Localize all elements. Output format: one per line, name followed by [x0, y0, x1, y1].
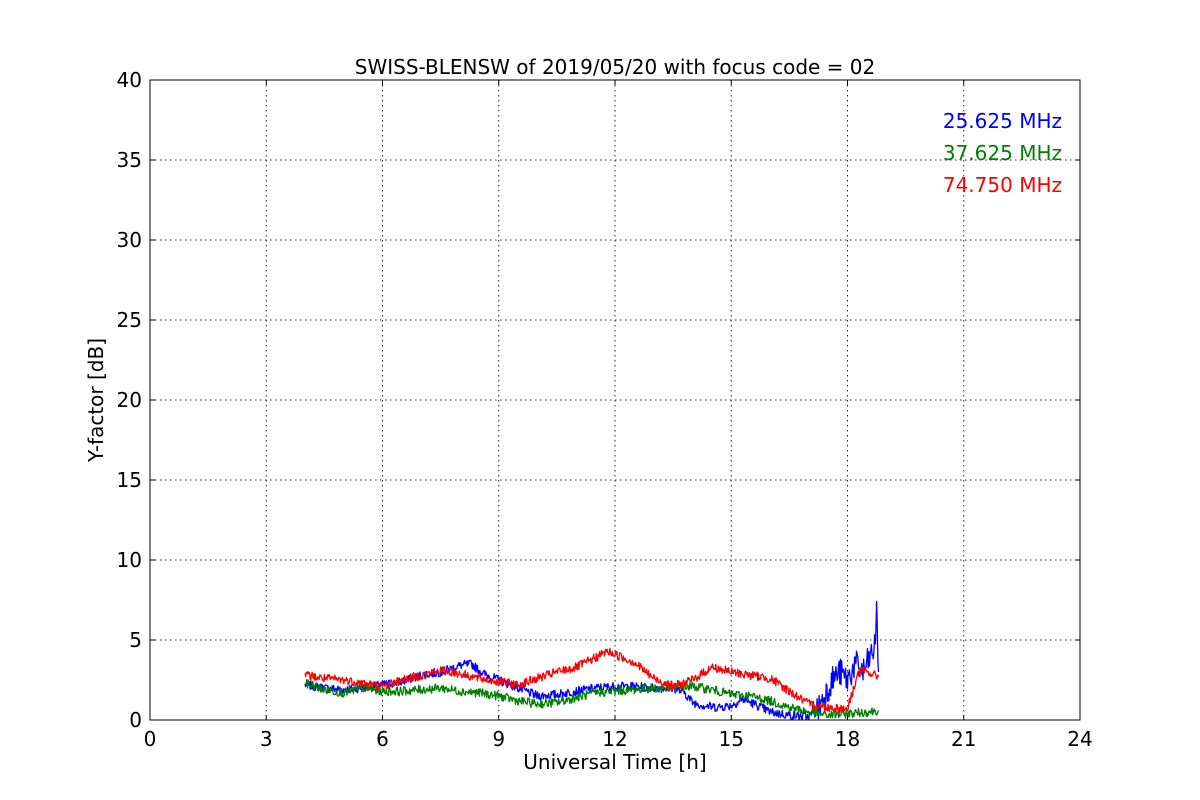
x-tick-label: 9 — [492, 727, 505, 751]
y-tick-label: 30 — [117, 228, 142, 252]
series-line-1 — [304, 678, 880, 719]
y-tick-label: 40 — [117, 68, 142, 92]
x-tick-label: 15 — [719, 727, 744, 751]
chart-title: SWISS-BLENSW of 2019/05/20 with focus co… — [355, 55, 876, 79]
x-tick-label: 6 — [376, 727, 389, 751]
x-tick-label: 18 — [835, 727, 860, 751]
grid — [150, 80, 1080, 720]
legend-label-1: 37.625 MHz — [943, 141, 1062, 165]
y-axis-title: Y-factor [dB] — [84, 338, 108, 463]
y-tick-label: 5 — [129, 628, 142, 652]
legend: 25.625 MHz 37.625 MHz 74.750 MHz — [943, 109, 1062, 197]
y-tick-label: 15 — [117, 468, 142, 492]
y-tick-label: 10 — [117, 548, 142, 572]
x-tick-label: 3 — [260, 727, 273, 751]
x-tick-label: 0 — [144, 727, 157, 751]
y-tick-label: 20 — [117, 388, 142, 412]
x-tick-label: 21 — [951, 727, 976, 751]
y-tick-label: 35 — [117, 148, 142, 172]
ticks: 0 3 6 9 12 15 18 21 24 0 5 10 15 20 25 30 35 40 — [117, 68, 1093, 751]
x-axis-title: Universal Time [h] — [523, 750, 706, 774]
legend-label-0: 25.625 MHz — [943, 109, 1062, 133]
x-tick-label: 12 — [602, 727, 627, 751]
series-line-2 — [304, 647, 880, 714]
y-tick-label: 0 — [129, 708, 142, 732]
legend-label-2: 74.750 MHz — [943, 173, 1062, 197]
x-tick-label: 24 — [1067, 727, 1092, 751]
series-layer — [304, 600, 880, 721]
y-tick-label: 25 — [117, 308, 142, 332]
